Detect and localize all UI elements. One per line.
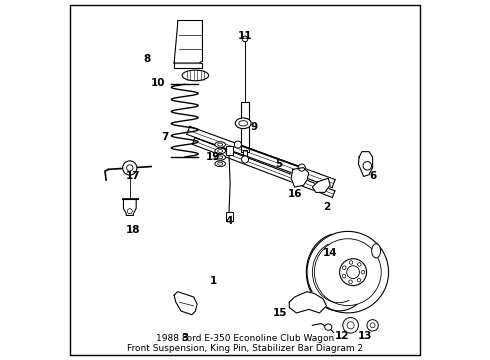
Text: 6: 6 <box>369 171 376 181</box>
Text: 1988 Ford E-350 Econoline Club Wagon
Front Suspension, King Pin, Stabilizer Bar : 1988 Ford E-350 Econoline Club Wagon Fro… <box>127 334 363 353</box>
Circle shape <box>127 209 132 214</box>
Polygon shape <box>289 292 326 313</box>
Polygon shape <box>312 178 330 192</box>
Text: 4: 4 <box>225 216 233 226</box>
Text: 8: 8 <box>144 54 151 64</box>
Circle shape <box>315 239 381 306</box>
Text: 3: 3 <box>181 333 188 343</box>
Ellipse shape <box>325 324 332 330</box>
Text: 15: 15 <box>273 308 288 318</box>
Ellipse shape <box>235 118 251 129</box>
Circle shape <box>298 164 305 171</box>
Text: 16: 16 <box>288 189 302 199</box>
Text: 12: 12 <box>335 331 350 341</box>
Bar <box>243 150 247 157</box>
Ellipse shape <box>239 121 247 126</box>
Circle shape <box>358 263 361 266</box>
Text: 5: 5 <box>275 159 282 169</box>
Text: 14: 14 <box>323 248 338 258</box>
Text: 11: 11 <box>238 31 252 41</box>
Circle shape <box>363 162 371 170</box>
Circle shape <box>122 161 137 175</box>
Circle shape <box>340 259 367 285</box>
Bar <box>241 102 249 152</box>
Ellipse shape <box>218 162 222 165</box>
Bar <box>225 212 233 221</box>
Text: 2: 2 <box>323 202 330 212</box>
Circle shape <box>242 156 248 163</box>
Polygon shape <box>174 292 197 315</box>
Bar <box>225 146 233 155</box>
Text: 7: 7 <box>161 132 169 143</box>
Text: 13: 13 <box>358 331 373 341</box>
Text: 17: 17 <box>126 171 141 181</box>
Circle shape <box>370 323 375 328</box>
Circle shape <box>361 270 365 274</box>
Circle shape <box>347 322 354 329</box>
Circle shape <box>126 165 133 171</box>
Ellipse shape <box>218 143 222 146</box>
Ellipse shape <box>215 142 225 147</box>
Ellipse shape <box>215 161 225 167</box>
Polygon shape <box>358 152 372 176</box>
Circle shape <box>234 141 242 148</box>
Text: 19: 19 <box>206 152 220 162</box>
Circle shape <box>307 231 389 313</box>
Bar <box>174 63 202 68</box>
Ellipse shape <box>372 244 381 258</box>
Circle shape <box>242 36 248 42</box>
Circle shape <box>343 274 346 278</box>
Ellipse shape <box>218 156 222 159</box>
Circle shape <box>343 318 358 333</box>
Ellipse shape <box>218 149 222 152</box>
Polygon shape <box>174 21 202 63</box>
Text: 1: 1 <box>210 276 217 286</box>
Circle shape <box>347 266 360 279</box>
Circle shape <box>349 280 352 284</box>
Circle shape <box>349 261 353 264</box>
Circle shape <box>367 320 378 331</box>
Circle shape <box>357 278 361 282</box>
Ellipse shape <box>182 70 209 81</box>
Ellipse shape <box>215 154 225 160</box>
Circle shape <box>343 266 346 269</box>
Ellipse shape <box>215 148 225 154</box>
Text: 9: 9 <box>250 122 257 132</box>
Text: 10: 10 <box>151 77 165 87</box>
Polygon shape <box>291 168 309 187</box>
Text: 18: 18 <box>126 225 141 235</box>
